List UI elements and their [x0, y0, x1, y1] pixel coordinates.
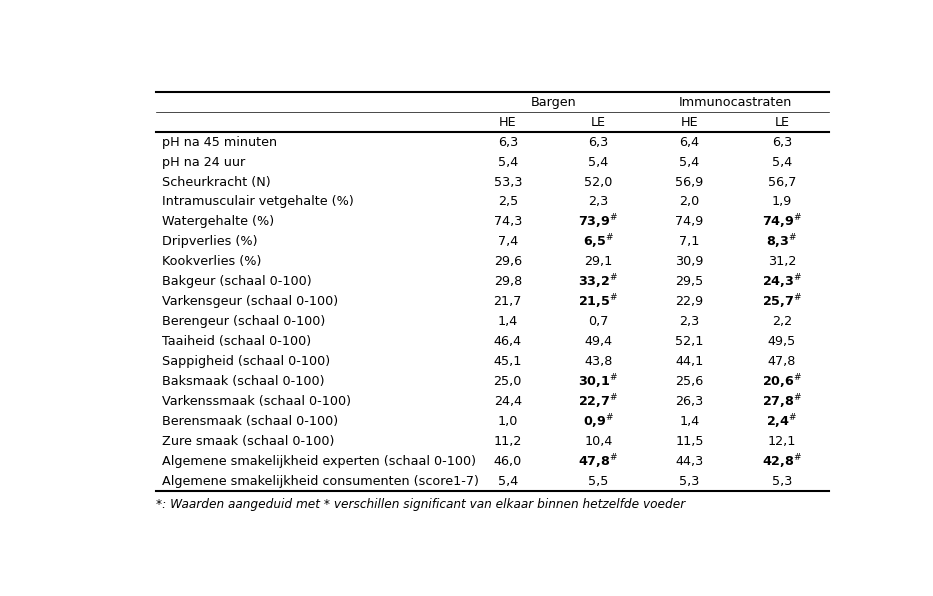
Text: 5,4: 5,4: [497, 156, 518, 169]
Text: Varkensgeur (schaal 0-100): Varkensgeur (schaal 0-100): [162, 295, 339, 308]
Text: Kookverlies (%): Kookverlies (%): [162, 255, 261, 268]
Text: Dripverlies (%): Dripverlies (%): [162, 235, 258, 249]
Text: 25,6: 25,6: [675, 375, 703, 388]
Text: 2,4$^{\#}$: 2,4$^{\#}$: [766, 412, 798, 431]
Text: 44,1: 44,1: [675, 355, 703, 368]
Text: Scheurkracht (N): Scheurkracht (N): [162, 175, 271, 188]
Text: 1,9: 1,9: [772, 195, 792, 209]
Text: 29,8: 29,8: [494, 275, 522, 288]
Text: Algemene smakelijkheid experten (schaal 0-100): Algemene smakelijkheid experten (schaal …: [162, 455, 476, 468]
Text: Bargen: Bargen: [530, 95, 576, 108]
Text: 56,7: 56,7: [768, 175, 796, 188]
Text: 10,4: 10,4: [584, 435, 613, 448]
Text: Berengeur (schaal 0-100): Berengeur (schaal 0-100): [162, 315, 326, 328]
Text: 7,4: 7,4: [497, 235, 518, 249]
Text: 49,4: 49,4: [584, 335, 613, 348]
Text: 73,9$^{\#}$: 73,9$^{\#}$: [578, 213, 619, 231]
Text: Baksmaak (schaal 0-100): Baksmaak (schaal 0-100): [162, 375, 325, 388]
Text: 21,5$^{\#}$: 21,5$^{\#}$: [578, 293, 619, 311]
Text: Watergehalte (%): Watergehalte (%): [162, 215, 274, 228]
Text: 52,0: 52,0: [584, 175, 613, 188]
Text: pH na 45 minuten: pH na 45 minuten: [162, 135, 277, 148]
Text: 5,4: 5,4: [772, 156, 792, 169]
Text: 1,0: 1,0: [497, 415, 518, 428]
Text: 25,7$^{\#}$: 25,7$^{\#}$: [761, 293, 802, 311]
Text: 29,6: 29,6: [494, 255, 522, 268]
Text: 7,1: 7,1: [679, 235, 700, 249]
Text: 5,4: 5,4: [589, 156, 608, 169]
Text: 74,9: 74,9: [675, 215, 703, 228]
Text: 2,5: 2,5: [497, 195, 518, 209]
Text: 47,8: 47,8: [768, 355, 796, 368]
Text: 43,8: 43,8: [584, 355, 613, 368]
Text: 30,1$^{\#}$: 30,1$^{\#}$: [578, 372, 619, 391]
Text: Immunocastraten: Immunocastraten: [679, 95, 792, 108]
Text: 24,4: 24,4: [494, 395, 522, 408]
Text: 6,5$^{\#}$: 6,5$^{\#}$: [583, 232, 614, 251]
Text: 0,7: 0,7: [589, 315, 608, 328]
Text: 52,1: 52,1: [675, 335, 703, 348]
Text: 2,2: 2,2: [772, 315, 792, 328]
Text: 20,6$^{\#}$: 20,6$^{\#}$: [761, 372, 802, 391]
Text: 2,3: 2,3: [679, 315, 700, 328]
Text: LE: LE: [591, 116, 606, 129]
Text: 26,3: 26,3: [675, 395, 703, 408]
Text: 6,3: 6,3: [772, 135, 792, 148]
Text: LE: LE: [774, 116, 789, 129]
Text: 5,5: 5,5: [589, 475, 608, 488]
Text: 42,8$^{\#}$: 42,8$^{\#}$: [761, 452, 802, 471]
Text: 46,0: 46,0: [494, 455, 522, 468]
Text: 0,9$^{\#}$: 0,9$^{\#}$: [583, 412, 614, 431]
Text: 12,1: 12,1: [768, 435, 796, 448]
Text: 5,4: 5,4: [679, 156, 700, 169]
Text: 25,0: 25,0: [494, 375, 522, 388]
Text: Algemene smakelijkheid consumenten (score1-7): Algemene smakelijkheid consumenten (scor…: [162, 475, 479, 488]
Text: 24,3$^{\#}$: 24,3$^{\#}$: [761, 272, 802, 291]
Text: 53,3: 53,3: [494, 175, 522, 188]
Text: 74,3: 74,3: [494, 215, 522, 228]
Text: 74,9$^{\#}$: 74,9$^{\#}$: [761, 213, 802, 231]
Text: 2,0: 2,0: [679, 195, 700, 209]
Text: 6,4: 6,4: [679, 135, 700, 148]
Text: Sappigheid (schaal 0-100): Sappigheid (schaal 0-100): [162, 355, 330, 368]
Text: 1,4: 1,4: [497, 315, 518, 328]
Text: 11,2: 11,2: [494, 435, 522, 448]
Text: 21,7: 21,7: [494, 295, 522, 308]
Text: 22,9: 22,9: [675, 295, 703, 308]
Text: 2,3: 2,3: [589, 195, 608, 209]
Text: 31,2: 31,2: [768, 255, 796, 268]
Text: 46,4: 46,4: [494, 335, 522, 348]
Text: 6,3: 6,3: [589, 135, 608, 148]
Text: pH na 24 uur: pH na 24 uur: [162, 156, 245, 169]
Text: 11,5: 11,5: [675, 435, 703, 448]
Text: 49,5: 49,5: [768, 335, 796, 348]
Text: 33,2$^{\#}$: 33,2$^{\#}$: [578, 272, 619, 291]
Text: 56,9: 56,9: [675, 175, 703, 188]
Text: Bakgeur (schaal 0-100): Bakgeur (schaal 0-100): [162, 275, 312, 288]
Text: Intramusculair vetgehalte (%): Intramusculair vetgehalte (%): [162, 195, 354, 209]
Text: Varkenssmaak (schaal 0-100): Varkenssmaak (schaal 0-100): [162, 395, 351, 408]
Text: HE: HE: [499, 116, 517, 129]
Text: *: Waarden aangeduid met * verschillen significant van elkaar binnen hetzelfde v: *: Waarden aangeduid met * verschillen s…: [157, 498, 686, 511]
Text: 22,7$^{\#}$: 22,7$^{\#}$: [578, 392, 619, 411]
Text: 5,3: 5,3: [772, 475, 792, 488]
Text: Berensmaak (schaal 0-100): Berensmaak (schaal 0-100): [162, 415, 339, 428]
Text: 8,3$^{\#}$: 8,3$^{\#}$: [766, 232, 798, 251]
Text: 27,8$^{\#}$: 27,8$^{\#}$: [761, 392, 802, 411]
Text: 6,3: 6,3: [497, 135, 518, 148]
Text: 1,4: 1,4: [679, 415, 700, 428]
Text: 5,3: 5,3: [679, 475, 700, 488]
Text: HE: HE: [680, 116, 698, 129]
Text: 5,4: 5,4: [497, 475, 518, 488]
Text: 30,9: 30,9: [675, 255, 703, 268]
Text: 29,1: 29,1: [584, 255, 613, 268]
Text: 44,3: 44,3: [675, 455, 703, 468]
Text: Zure smaak (schaal 0-100): Zure smaak (schaal 0-100): [162, 435, 335, 448]
Text: Taaiheid (schaal 0-100): Taaiheid (schaal 0-100): [162, 335, 312, 348]
Text: 29,5: 29,5: [675, 275, 703, 288]
Text: 45,1: 45,1: [494, 355, 522, 368]
Text: 47,8$^{\#}$: 47,8$^{\#}$: [578, 452, 619, 471]
